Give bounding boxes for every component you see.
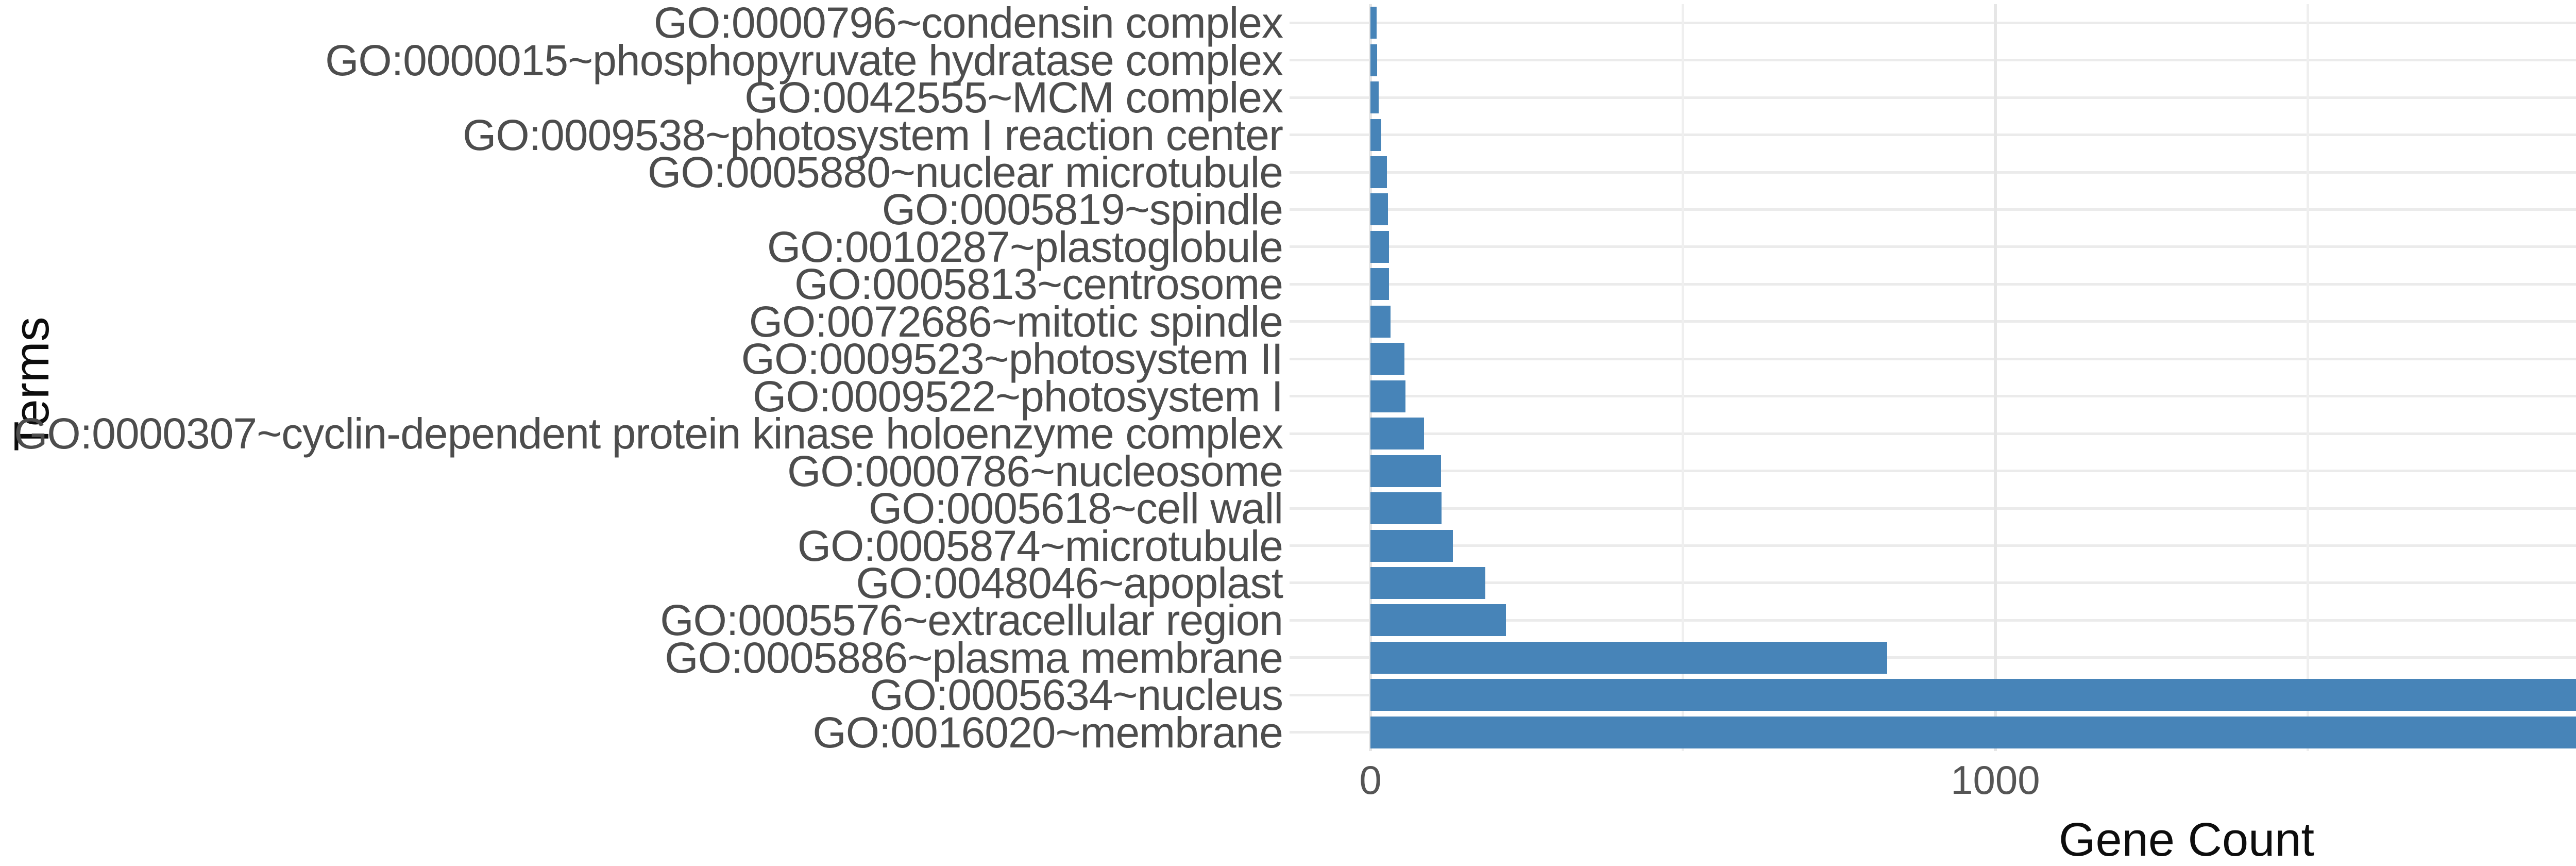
bar [1370, 305, 1391, 338]
y-axis-label: GO:0005618~cell wall [868, 484, 1283, 533]
bar [1370, 156, 1387, 189]
h-gridline [1290, 134, 2576, 137]
y-axis-label: GO:0009538~photosystem I reaction center [463, 110, 1283, 159]
bar [1370, 716, 2576, 748]
bar [1370, 119, 1381, 151]
y-axis-label: GO:0005880~nuclear microtubule [647, 148, 1283, 197]
y-axis-label: GO:0000786~nucleosome [787, 446, 1283, 495]
y-axis-label: GO:0005576~extracellular region [660, 596, 1283, 645]
bar [1370, 679, 2576, 711]
h-gridline [1290, 171, 2576, 174]
y-axis-label: GO:0009522~photosystem I [753, 372, 1283, 421]
h-gridline [1290, 59, 2576, 62]
bar [1370, 529, 1453, 562]
y-axis-label: GO:0016020~membrane [812, 708, 1283, 757]
h-gridline [1290, 470, 2576, 473]
v-gridline-major [1369, 4, 1372, 751]
y-axis-label: GO:0005886~plasma membrane [665, 633, 1283, 682]
h-gridline [1290, 245, 2576, 248]
x-axis-title: Gene Count [2058, 813, 2315, 866]
bar [1370, 268, 1389, 301]
y-axis-label: GO:0048046~apoplast [856, 558, 1283, 607]
bar [1370, 343, 1404, 375]
x-tick-label: 2000 [2575, 760, 2576, 800]
bar [1370, 418, 1425, 450]
h-gridline [1290, 395, 2576, 398]
y-axis-label: GO:0005819~spindle [882, 185, 1283, 234]
v-gridline-major [1993, 4, 1997, 751]
bar [1370, 604, 1506, 637]
h-gridline [1290, 320, 2576, 323]
y-axis-label: GO:0005813~centrosome [794, 260, 1283, 309]
bar [1370, 193, 1388, 226]
x-tick-label: 0 [1359, 757, 1382, 803]
h-gridline [1290, 581, 2576, 585]
v-gridline-minor [2306, 4, 2309, 751]
h-gridline [1290, 208, 2576, 211]
h-gridline [1290, 656, 2576, 659]
h-gridline [1290, 432, 2576, 435]
bar [1370, 81, 1379, 114]
bar [1370, 7, 1377, 39]
y-axis-label: GO:0000796~condensin complex [653, 0, 1283, 47]
h-gridline [1290, 619, 2576, 622]
h-gridline [1290, 544, 2576, 547]
y-axis-label: GO:0005874~microtubule [797, 521, 1283, 570]
h-gridline [1290, 96, 2576, 99]
bar [1370, 380, 1405, 412]
bar [1370, 44, 1378, 76]
h-gridline [1290, 507, 2576, 510]
y-axis-label: GO:0009523~photosystem II [741, 335, 1283, 384]
bar [1370, 641, 1888, 674]
y-axis-label: GO:0000307~cyclin-dependent protein kina… [14, 409, 1283, 458]
h-gridline [1290, 21, 2576, 24]
h-gridline [1290, 282, 2576, 286]
bar [1370, 567, 1486, 599]
h-gridline [1290, 357, 2576, 360]
y-axis-label: GO:0000015~phosphopyruvate hydratase com… [325, 36, 1283, 85]
y-axis-label: GO:0072686~mitotic spindle [749, 297, 1283, 346]
bar [1370, 230, 1389, 263]
v-gridline-minor [1681, 4, 1684, 751]
y-axis-label: GO:0010287~plastoglobule [767, 222, 1283, 271]
y-axis-label: GO:0042555~MCM complex [744, 73, 1283, 122]
y-axis-label: GO:0005634~nucleus [870, 671, 1283, 720]
x-tick-label: 1000 [1951, 757, 2040, 803]
bar [1370, 492, 1442, 525]
bar [1370, 455, 1442, 487]
